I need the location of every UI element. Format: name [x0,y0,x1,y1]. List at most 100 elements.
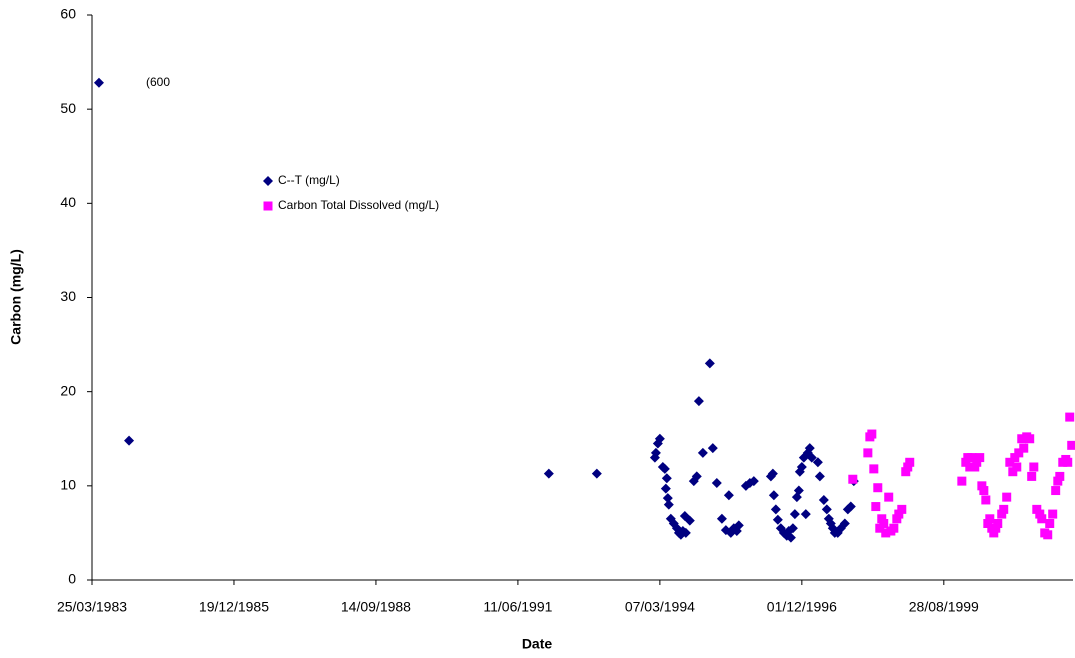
y-tick-label: 10 [60,477,76,493]
annotation: (600 [146,75,170,89]
point [875,523,885,533]
point [889,523,899,533]
y-axis-title: Carbon (mg/L) [8,249,24,345]
point [867,429,877,439]
point [814,471,825,482]
point [871,502,881,512]
point [748,476,759,487]
point [660,483,671,494]
x-tick-label: 28/08/1999 [909,599,979,615]
point [967,453,977,463]
point [869,464,879,474]
y-tick-label: 60 [60,6,76,22]
point [697,447,708,458]
point [983,519,993,528]
point [1005,457,1015,467]
point [965,462,975,472]
y-tick-label: 0 [68,571,76,587]
point [650,447,661,458]
point [789,509,800,520]
point [806,452,817,463]
point [770,504,781,515]
point [1032,504,1042,514]
x-tick-label: 01/12/1996 [767,599,837,615]
x-axis-title: Date [522,636,553,652]
point [684,515,695,526]
point [881,528,891,538]
point [972,457,982,467]
point [654,433,665,444]
point [989,528,999,538]
point [1055,471,1065,481]
point [1029,462,1039,472]
point [839,518,850,529]
point [1002,492,1012,502]
point [863,448,873,458]
point [901,467,911,477]
point [716,513,727,524]
legend-marker [263,201,273,211]
point [707,443,718,454]
point [723,490,734,501]
point [1045,519,1055,528]
point [787,523,798,534]
point [884,492,894,502]
x-tick-label: 11/06/1991 [483,599,552,615]
point [680,527,691,538]
point [793,485,804,496]
point [662,493,673,504]
point [873,483,883,493]
point [663,499,674,510]
point [800,509,811,520]
point [693,396,704,407]
point [985,514,995,524]
point [812,457,823,468]
point [981,495,991,505]
point [1035,509,1045,519]
point [957,476,967,486]
point [704,358,715,369]
x-tick-label: 07/03/1994 [625,599,695,615]
point [993,519,1003,528]
point [1048,509,1058,519]
point [1053,476,1063,486]
point [997,509,1007,519]
point [821,504,832,515]
point [1037,514,1047,524]
x-tick-label: 19/12/1985 [199,599,269,615]
point [711,478,722,489]
point [845,501,856,512]
point [691,471,702,482]
point [1012,462,1022,472]
legend-marker [263,176,273,186]
y-tick-label: 40 [60,194,76,210]
point [892,514,902,524]
point [768,490,779,501]
point [1043,530,1053,540]
point [848,474,858,484]
point [767,468,778,479]
point [1008,467,1018,477]
point [1063,457,1073,467]
point [772,514,783,525]
point [903,462,913,472]
y-tick-label: 30 [60,288,76,304]
point [1010,453,1020,463]
point [591,468,602,479]
point [894,509,904,519]
point [1051,486,1061,496]
point [999,504,1009,514]
point [905,457,915,467]
point [879,519,889,528]
point [804,443,815,454]
point [818,494,829,505]
point [897,504,907,514]
y-tick-label: 20 [60,382,76,398]
point [1065,412,1075,422]
x-tick-label: 14/09/1988 [341,599,411,615]
point [961,457,971,467]
point [1067,440,1075,450]
x-tick-label: 25/03/1983 [57,599,127,615]
point [1014,448,1024,458]
